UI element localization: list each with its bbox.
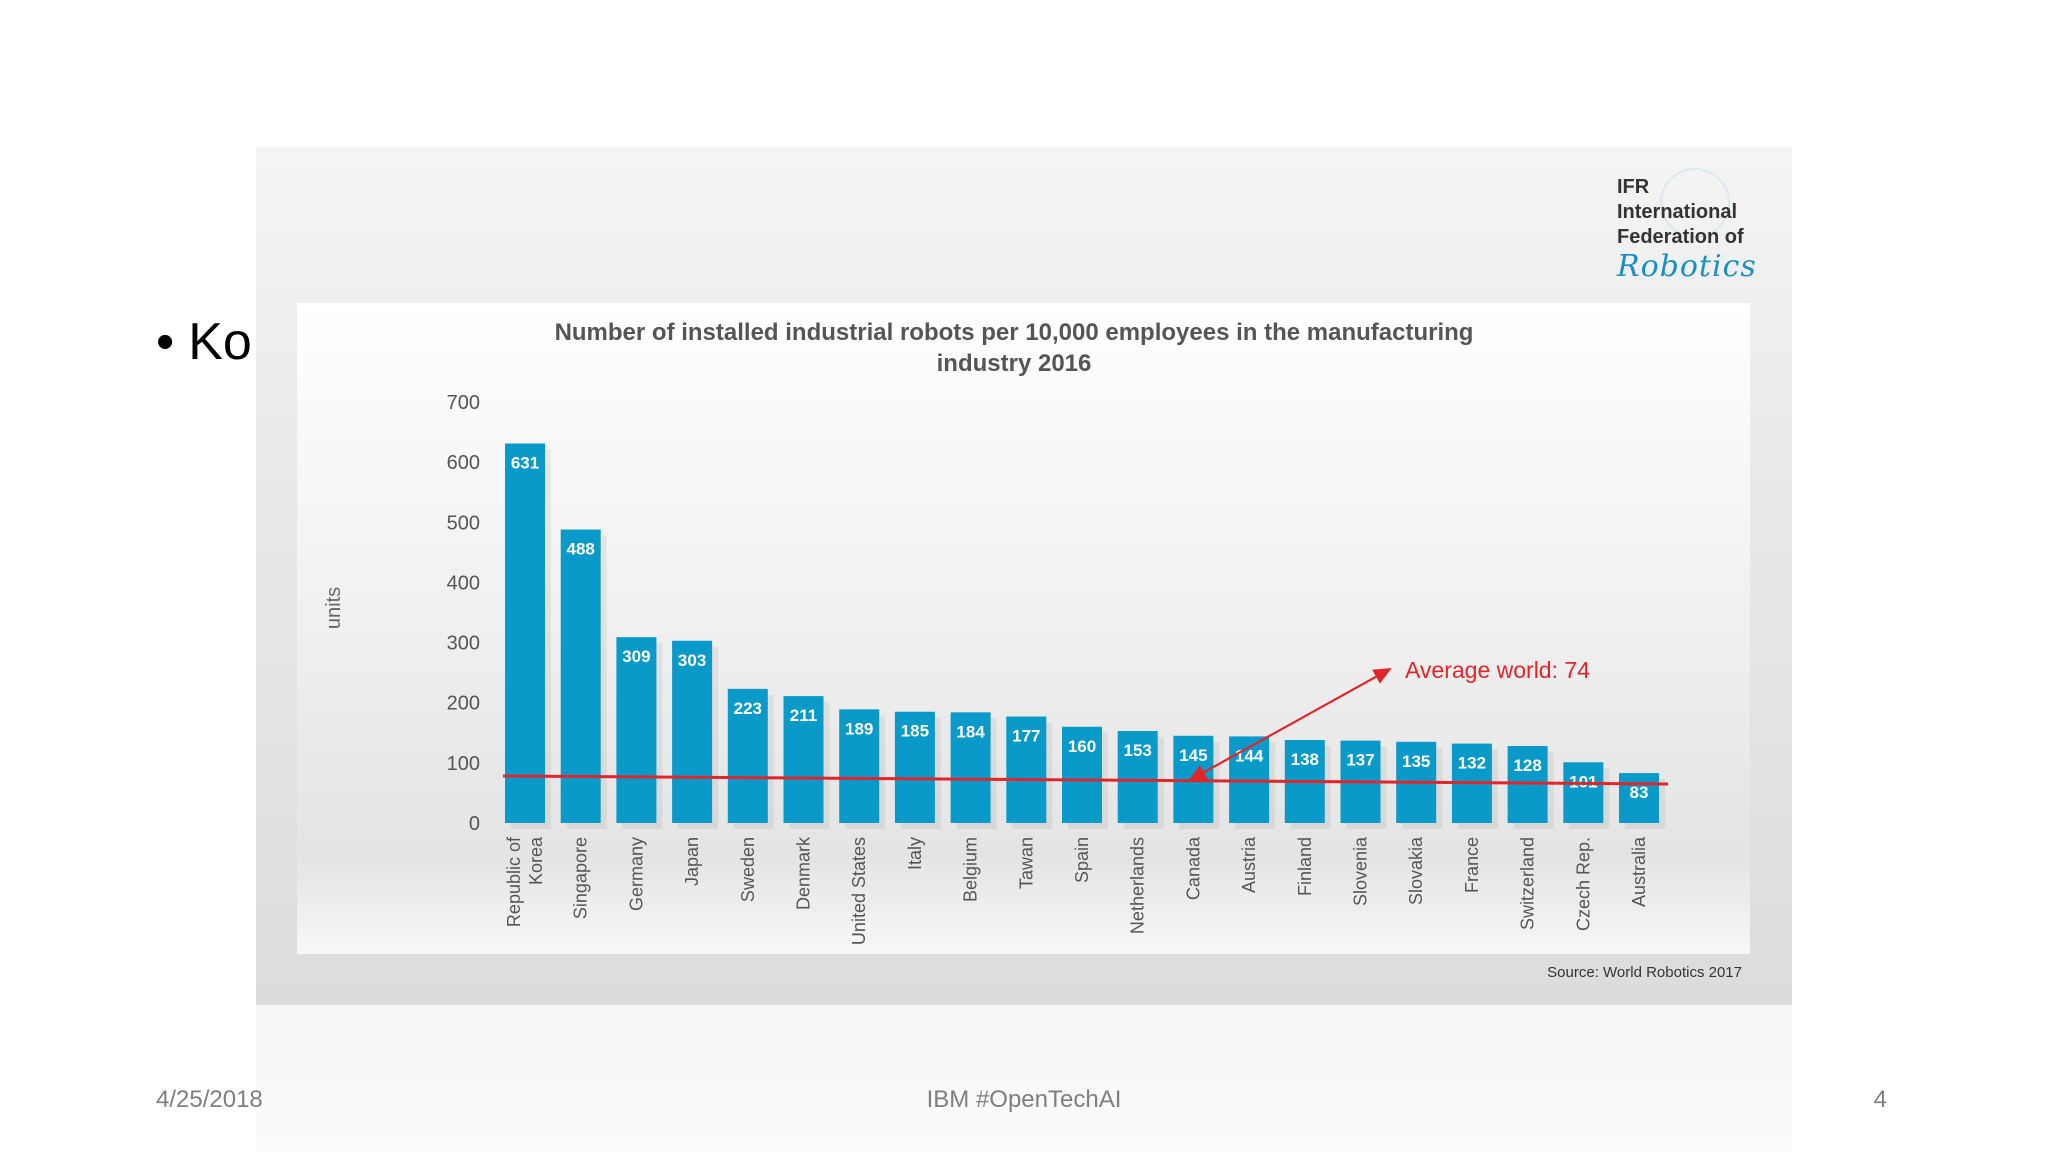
bar-value-label: 137 — [1346, 751, 1374, 770]
x-tick-label: Canada — [1183, 836, 1203, 900]
x-tick-label: Republic of — [504, 836, 524, 927]
x-tick-label: Belgium — [961, 837, 981, 902]
logo-line-4: Robotics — [1617, 249, 1757, 284]
x-tick-label: Germany — [626, 837, 646, 911]
x-tick-label: Netherlands — [1128, 837, 1148, 934]
average-arrow-head — [1189, 668, 1392, 781]
ifr-logo: IFR International Federation of Robotics — [1617, 175, 1757, 284]
footer-center: IBM #OpenTechAI — [926, 1086, 1122, 1113]
bar-value-label: 303 — [678, 651, 706, 670]
bar-value-label: 184 — [956, 722, 985, 741]
x-tick-label: Spain — [1072, 837, 1092, 883]
bar-value-label: 160 — [1068, 737, 1096, 756]
source-note: Source: World Robotics 2017 — [1547, 964, 1742, 981]
bar — [616, 637, 657, 823]
y-tick-label: 600 — [447, 452, 480, 474]
bar-value-label: 185 — [901, 722, 929, 741]
y-tick-label: 400 — [447, 572, 480, 594]
slide-bullet: • Ko — [156, 313, 252, 371]
bar — [560, 529, 601, 823]
x-tick-label: Switzerland — [1518, 837, 1538, 930]
bar — [1117, 730, 1158, 823]
bar — [1062, 726, 1102, 823]
bar — [839, 709, 880, 823]
bar-value-label: 144 — [1235, 746, 1264, 765]
x-tick-label: Slovakia — [1406, 836, 1426, 905]
x-tick-label: Finland — [1295, 837, 1315, 896]
chart-title-line-1: Number of installed industrial robots pe… — [555, 319, 1474, 346]
bar — [1006, 716, 1047, 823]
bar-value-label: 309 — [622, 647, 650, 666]
page-number: 4 — [1873, 1086, 1887, 1113]
panel-reflection — [256, 1005, 1792, 1152]
bar-value-label: 135 — [1402, 752, 1430, 771]
y-tick-label: 700 — [447, 392, 480, 414]
y-tick-label: 100 — [447, 753, 480, 775]
x-tick-label: Denmark — [794, 836, 814, 910]
bar-value-label: 132 — [1458, 754, 1486, 773]
bar — [672, 640, 713, 823]
x-tick-label: Italy — [905, 837, 925, 870]
bar-value-label: 488 — [567, 540, 595, 559]
x-tick-label: Slovenia — [1351, 836, 1371, 906]
bar-value-label: 101 — [1569, 772, 1597, 791]
y-tick-label: 300 — [447, 633, 480, 655]
x-tick-label: Tawan — [1016, 837, 1036, 889]
bar-value-label: 177 — [1012, 727, 1040, 746]
x-tick-label: Australia — [1629, 836, 1649, 907]
x-tick-label: Korea — [526, 836, 546, 885]
bullet-text: Ko — [188, 313, 252, 371]
x-tick-label: Czech Rep. — [1573, 837, 1593, 931]
bar — [505, 443, 545, 823]
bar — [1563, 762, 1604, 823]
x-tick-label: Singapore — [571, 837, 591, 919]
x-tick-label: France — [1462, 837, 1482, 893]
average-label: Average world: 74 — [1405, 657, 1590, 683]
bar-value-label: 145 — [1179, 746, 1207, 765]
bar — [950, 712, 991, 823]
globe-icon — [1660, 168, 1730, 238]
x-tick-label: United States — [849, 837, 869, 945]
footer-date: 4/25/2018 — [156, 1086, 263, 1113]
bar-value-label: 128 — [1513, 756, 1541, 775]
bar — [727, 688, 768, 823]
bar-value-label: 189 — [845, 719, 873, 738]
bar-value-label: 631 — [511, 453, 539, 472]
bar-value-label: 211 — [790, 706, 817, 725]
bar — [1619, 773, 1659, 823]
logo-line-2: International — [1617, 201, 1738, 223]
bar-value-label: 83 — [1630, 783, 1649, 802]
x-tick-label: Japan — [682, 837, 702, 886]
x-tick-label: Austria — [1239, 836, 1259, 893]
logo-line-1: IFR — [1617, 176, 1650, 198]
bar-value-label: 223 — [734, 699, 762, 718]
bar-value-label: 153 — [1124, 741, 1152, 760]
y-tick-label: 200 — [447, 693, 480, 715]
bar-value-label: 138 — [1291, 750, 1319, 769]
y-tick-label: 0 — [469, 813, 480, 835]
bar — [894, 711, 935, 823]
y-axis-label: units — [323, 587, 345, 629]
chart-title-line-2: industry 2016 — [937, 350, 1092, 377]
y-tick-label: 500 — [447, 512, 480, 534]
bar — [783, 696, 824, 823]
average-line — [502, 774, 1669, 786]
x-tick-label: Sweden — [738, 837, 758, 902]
logo-line-3: Federation of — [1617, 226, 1744, 248]
